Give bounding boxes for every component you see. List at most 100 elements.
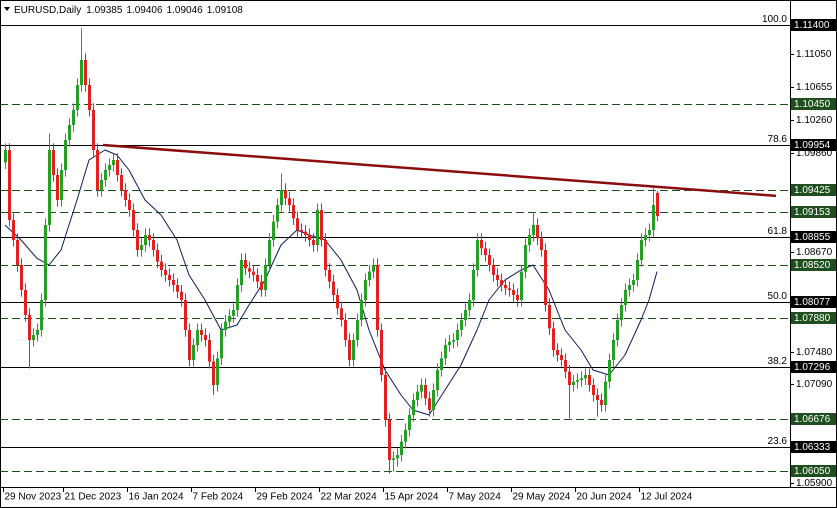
price-box-label: 1.07296 bbox=[794, 362, 831, 373]
candle-body bbox=[228, 315, 231, 322]
candle-body bbox=[140, 245, 143, 250]
candle-body bbox=[176, 285, 179, 292]
candle-body bbox=[364, 280, 367, 300]
candle-body bbox=[224, 321, 227, 330]
candle-body bbox=[240, 260, 243, 285]
candle-body bbox=[136, 230, 139, 250]
candle-body bbox=[212, 361, 215, 385]
candle-body bbox=[480, 240, 483, 249]
candle-body bbox=[44, 225, 47, 300]
candle-body bbox=[96, 150, 99, 190]
levels-layer: 100.0 78.6 61.8 50.0 38.2 23.6 bbox=[0, 14, 790, 472]
candle-body bbox=[464, 310, 467, 320]
price-box-label: 1.06676 bbox=[794, 414, 831, 425]
candle-body bbox=[452, 340, 455, 342]
candle-body bbox=[396, 455, 399, 459]
price-box-label: 1.09954 bbox=[794, 140, 831, 151]
candle-body bbox=[580, 378, 583, 380]
candle-body bbox=[604, 381, 607, 405]
candle-body bbox=[508, 288, 511, 290]
price-box bbox=[791, 184, 836, 196]
candle-body bbox=[312, 240, 315, 245]
candle-body bbox=[472, 270, 475, 300]
candle-body bbox=[624, 290, 627, 305]
candle-body bbox=[356, 320, 359, 340]
candle-body bbox=[524, 245, 527, 272]
candle-body bbox=[552, 328, 555, 350]
candle-body bbox=[172, 280, 175, 285]
candle-body bbox=[420, 385, 423, 392]
candle-body bbox=[484, 248, 487, 255]
candle-body bbox=[156, 250, 159, 262]
candle-body bbox=[64, 140, 67, 170]
candle-body bbox=[408, 415, 411, 430]
candle-body bbox=[132, 210, 135, 230]
candle-body bbox=[88, 85, 91, 110]
candle-body bbox=[632, 280, 635, 285]
candles-layer bbox=[4, 28, 659, 474]
header-low: 1.09046 bbox=[167, 5, 204, 16]
candle-body bbox=[572, 381, 575, 385]
y-tick-label: 1.11050 bbox=[796, 49, 832, 60]
candle-body bbox=[476, 240, 479, 270]
price-box-label: 1.09153 bbox=[794, 207, 831, 218]
candle-body bbox=[48, 150, 51, 225]
candle-body bbox=[220, 330, 223, 359]
candle-body bbox=[636, 260, 639, 280]
candle-body bbox=[448, 341, 451, 345]
candle-body bbox=[288, 198, 291, 205]
candle-body bbox=[500, 280, 503, 285]
fib-label: 100.0 bbox=[762, 14, 787, 25]
candle-body bbox=[644, 235, 647, 240]
candle-body bbox=[348, 340, 351, 360]
candle-body bbox=[328, 270, 331, 282]
price-box-label: 1.08855 bbox=[794, 232, 831, 243]
candle-body bbox=[256, 275, 259, 282]
candle-body bbox=[652, 205, 655, 230]
price-box bbox=[791, 19, 836, 31]
price-box-label: 1.09425 bbox=[794, 185, 831, 196]
candle-body bbox=[612, 340, 615, 360]
candle-body bbox=[144, 235, 147, 245]
candle-body bbox=[488, 255, 491, 265]
candle-body bbox=[444, 345, 447, 359]
y-tick-label: 1.10260 bbox=[796, 115, 833, 126]
menu-triangle[interactable] bbox=[4, 7, 10, 11]
candle-body bbox=[428, 398, 431, 410]
candle-body bbox=[116, 160, 119, 175]
candle-body bbox=[296, 218, 299, 230]
candle-body bbox=[112, 160, 115, 165]
candle-body bbox=[496, 275, 499, 280]
candle-body bbox=[380, 330, 383, 375]
x-tick-label: 22 Mar 2024 bbox=[321, 492, 378, 503]
price-box bbox=[791, 98, 836, 110]
price-box-label: 1.06333 bbox=[794, 442, 831, 453]
price-box bbox=[791, 413, 836, 425]
candle-body bbox=[52, 150, 55, 175]
x-tick-label: 7 Feb 2024 bbox=[193, 492, 244, 503]
candle-body bbox=[56, 175, 59, 200]
candle-body bbox=[308, 235, 311, 240]
symbol-label: EURUSD,Daily bbox=[14, 5, 81, 16]
candle-body bbox=[548, 305, 551, 329]
candle-body bbox=[592, 385, 595, 395]
candle-body bbox=[620, 305, 623, 320]
chart-header: EURUSD,Daily 1.09385 1.09406 1.09046 1.09108 bbox=[14, 5, 243, 16]
candle-body bbox=[628, 285, 631, 290]
candle-body bbox=[440, 358, 443, 370]
candle-body bbox=[560, 355, 563, 360]
candle-body bbox=[600, 400, 603, 405]
candle-body bbox=[284, 190, 287, 199]
candle-body bbox=[104, 170, 107, 180]
candle-body bbox=[412, 400, 415, 415]
x-tick-label: 29 May 2024 bbox=[513, 492, 571, 503]
price-box bbox=[791, 139, 836, 151]
candle-body bbox=[100, 180, 103, 190]
header-open: 1.09385 bbox=[86, 5, 123, 16]
candle-body bbox=[200, 330, 203, 335]
x-tick-label: 12 Jul 2024 bbox=[641, 492, 693, 503]
price-box bbox=[791, 361, 836, 373]
candle-body bbox=[120, 175, 123, 190]
